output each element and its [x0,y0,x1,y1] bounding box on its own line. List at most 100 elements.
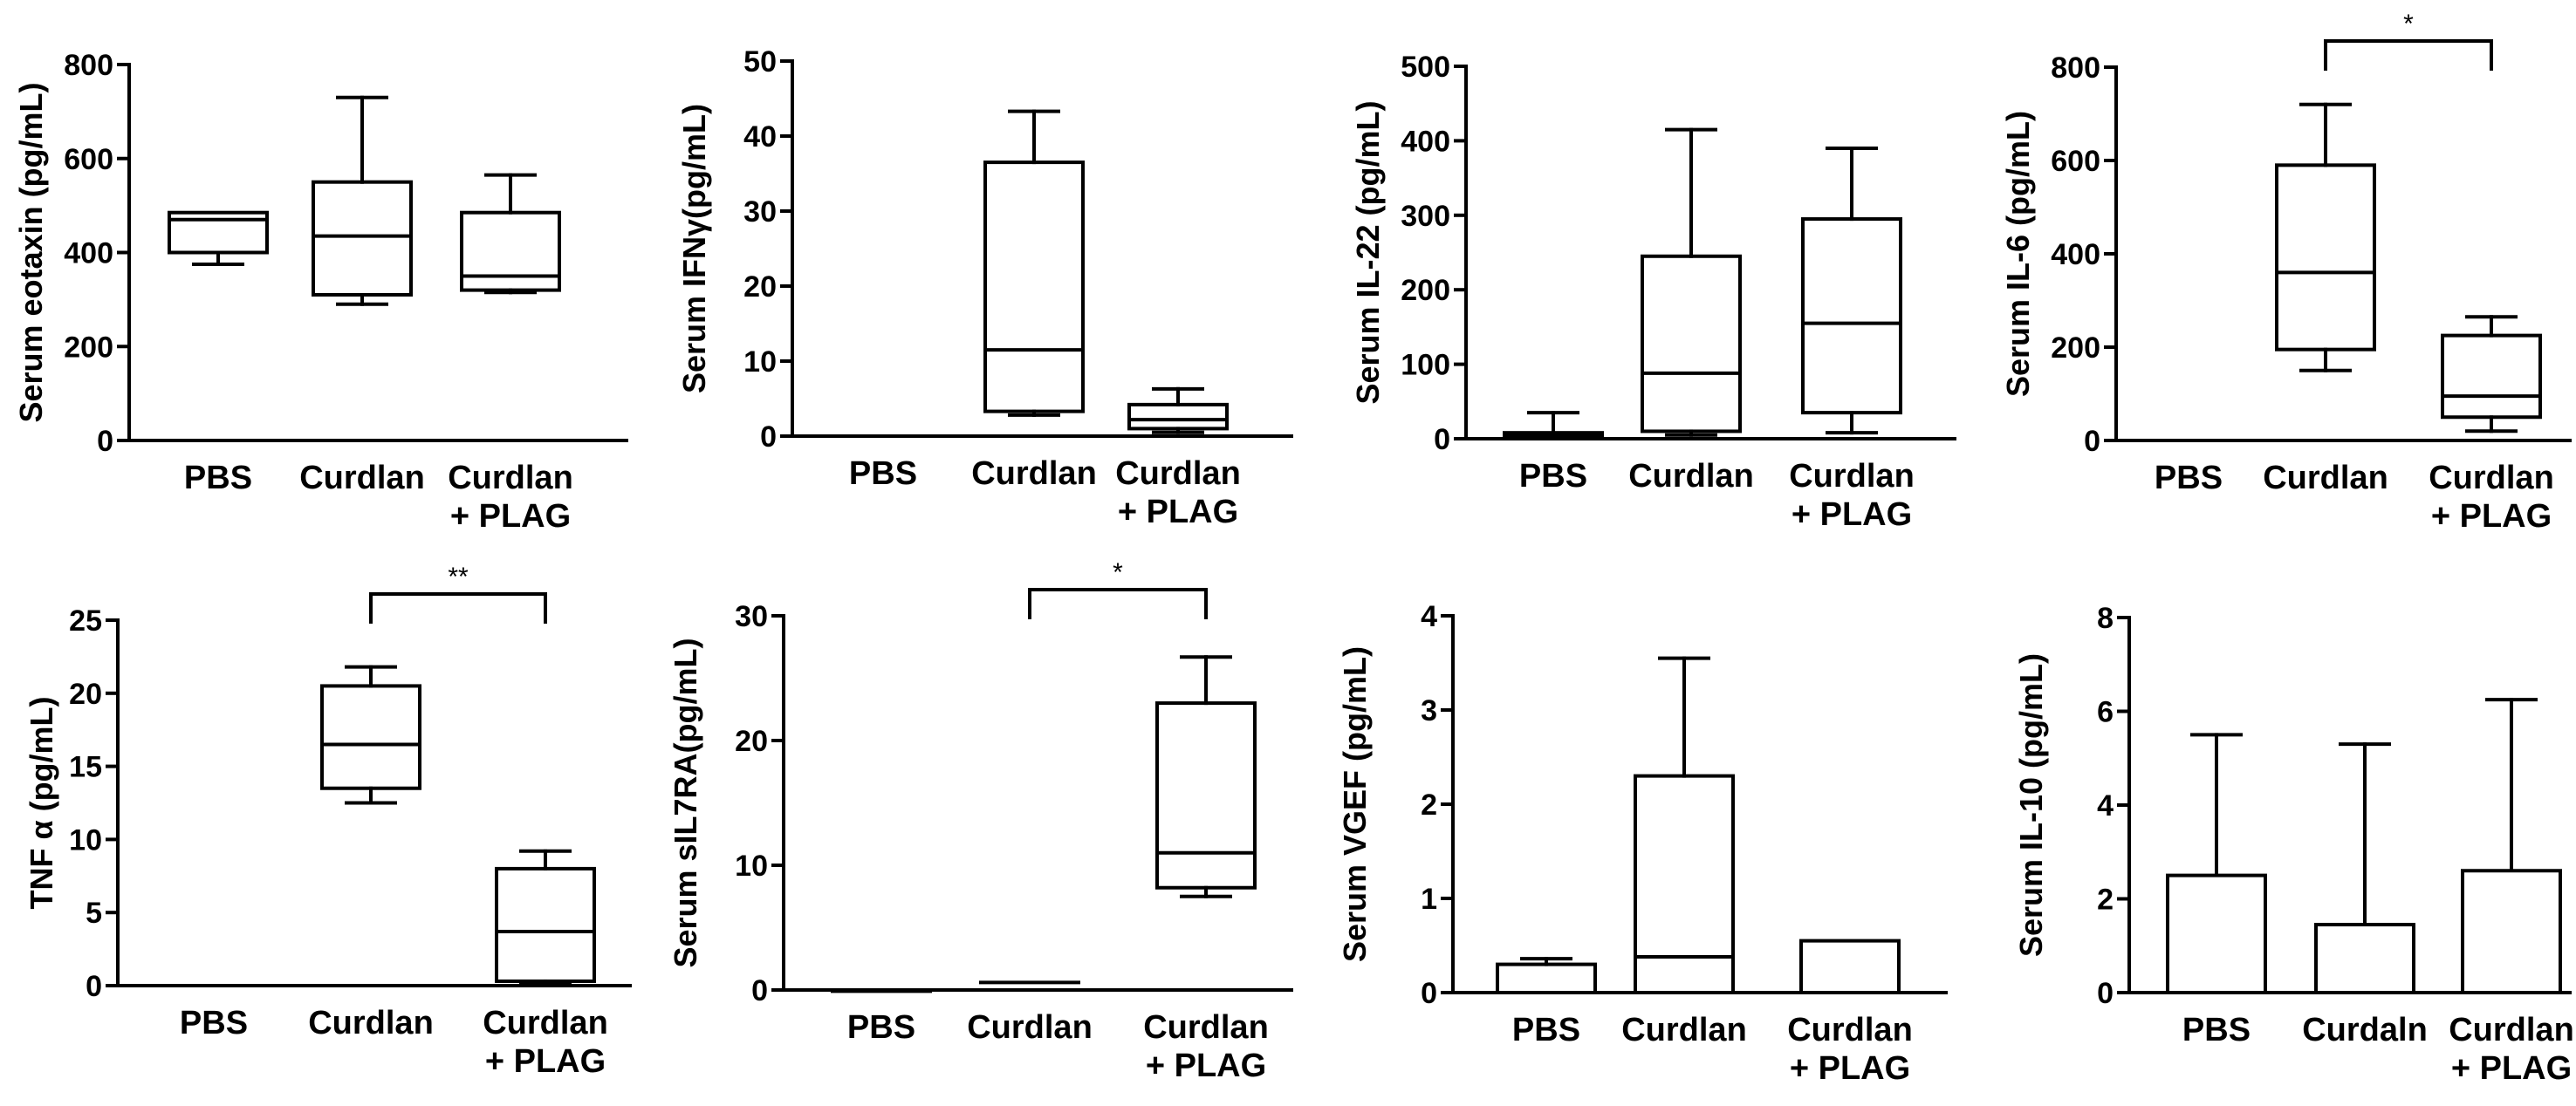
x-category-label: Curdlan [1621,1012,1747,1048]
x-category-label: PBS [184,460,252,496]
y-tick-label: 800 [2051,51,2100,85]
x-category-label: Curdlan + PLAG [1789,458,1915,533]
x-category-label: PBS [2182,1012,2251,1048]
y-axis-label: Serum IL-6 (pg/mL) [2000,111,2036,397]
box-2 [2275,102,2376,372]
box-3 [460,173,561,295]
y-tick-label: 40 [743,120,777,154]
x-category-label: Curdlan + PLAG [1787,1012,1913,1087]
x-category-label: Curdaln [2302,1012,2428,1048]
box-body [1155,701,1257,890]
x-category-label: PBS [2155,460,2223,496]
y-tick-label: 200 [1401,274,1450,307]
y-tick-label: 0 [760,420,777,454]
y-tick-label: 2 [1421,789,1437,822]
y-tick-label: 400 [64,237,113,270]
y-tick-label: 300 [1401,200,1450,233]
x-category-label: Curdlan + PLAG [2429,460,2554,535]
box-body [2441,333,2542,420]
significance-bracket: * [1028,558,1208,619]
box-2 [1641,127,1742,437]
y-tick-label: 25 [69,604,102,638]
y-axis-label: Serum IFNγ(pg/mL) [676,104,712,393]
significance-label: * [1113,558,1123,587]
box-2 [983,109,1085,417]
y-tick-label: 10 [735,850,768,883]
y-tick-label: 30 [743,195,777,229]
box-body [1641,254,1742,434]
box-1 [168,210,269,266]
y-axis-label: Serum IL-10 (pg/mL) [2013,653,2049,957]
y-tick-label: 100 [1401,349,1450,382]
y-tick-label: 800 [64,49,113,82]
x-category-label: Curdlan [299,460,425,496]
y-axis-label: Serum sIL7RA(pg/mL) [668,638,703,967]
box-body [320,684,421,790]
box-body [312,180,413,297]
box-3 [1155,655,1257,898]
significance-label: * [2403,10,2414,38]
y-tick-label: 6 [2097,696,2114,729]
box-body [495,866,596,983]
box-body [1634,774,1735,994]
chart-panel-2: 0 10 20 30 40 50 Serum IFNγ(pg/mL) PBS Curdlan Cu… [676,45,1293,530]
y-tick-label: 15 [69,751,102,784]
y-tick-label: 4 [2097,789,2114,823]
x-category-label: Curdlan + PLAG [483,1005,608,1080]
y-tick-label: 10 [69,823,102,857]
box-body [460,210,561,292]
x-category-label: Curdlan + PLAG [2449,1012,2574,1087]
box-3 [1799,939,1901,994]
x-category-label: Curdlan [1628,458,1754,495]
y-axis-label: TNF α (pg/mL) [24,696,59,909]
y-tick-label: 5 [86,897,102,930]
y-tick-label: 1 [1421,883,1437,916]
chart-panel-8: 0 2 4 6 8 Serum IL-10 (pg/mL) PBS Curdaln Curdla… [2013,602,2574,1087]
bar-2 [2314,742,2415,994]
x-category-label: Curdlan [308,1005,434,1041]
y-tick-label: 200 [2051,331,2100,365]
box-body [168,210,269,255]
chart-panel-5: 0 5 10 15 20 25 TNF α (pg/mL) PBS Curdlan Curdlan… [24,563,632,1080]
chart-panel-7: 0 1 2 3 4 Serum VGEF (pg/mL) PBS Curdlan Curdlan… [1337,600,1948,1087]
y-tick-label: 20 [743,270,777,304]
box-body [1127,402,1229,431]
x-category-label: Curdlan [971,455,1097,492]
box-1 [1496,957,1597,994]
y-tick-label: 8 [2097,602,2114,635]
y-tick-label: 600 [64,143,113,176]
bar-rect [2166,873,2267,994]
x-category-label: Curdlan + PLAG [1143,1009,1269,1084]
x-category-label: PBS [1512,1012,1580,1048]
y-tick-label: 20 [69,678,102,711]
y-tick-label: 400 [1401,125,1450,158]
box-body [1496,962,1597,994]
y-tick-label: 2 [2097,884,2114,917]
y-tick-label: 0 [1434,423,1450,456]
bar-rect [2461,869,2562,994]
chart-panel-1: 0 200 400 600 800 Serum eotaxin (pg/mL) PBS Cur… [13,49,628,535]
y-tick-label: 3 [1421,694,1437,727]
box-2 [312,95,413,306]
significance-label: ** [448,563,469,591]
x-category-label: Curdlan + PLAG [1115,455,1241,530]
x-category-label: PBS [1519,458,1587,495]
y-tick-label: 0 [2084,425,2100,458]
y-tick-label: 0 [97,425,113,458]
x-category-label: Curdlan [967,1009,1093,1046]
significance-bracket: * [2324,10,2493,71]
box-3 [1127,386,1229,434]
y-tick-label: 10 [743,345,777,379]
box-3 [1801,146,1902,435]
chart-panel-3: 0 100 200 300 400 500 Serum IL-22 (pg/mL) PBS Cu… [1350,51,1956,533]
y-tick-label: 50 [743,45,777,79]
x-category-label: PBS [849,455,917,492]
y-axis-label: Serum VGEF (pg/mL) [1337,646,1373,962]
box-1 [1503,411,1604,440]
box-body [2275,163,2376,352]
y-tick-label: 200 [64,331,113,364]
y-tick-label: 0 [1421,977,1437,1010]
y-tick-label: 0 [2097,977,2114,1010]
